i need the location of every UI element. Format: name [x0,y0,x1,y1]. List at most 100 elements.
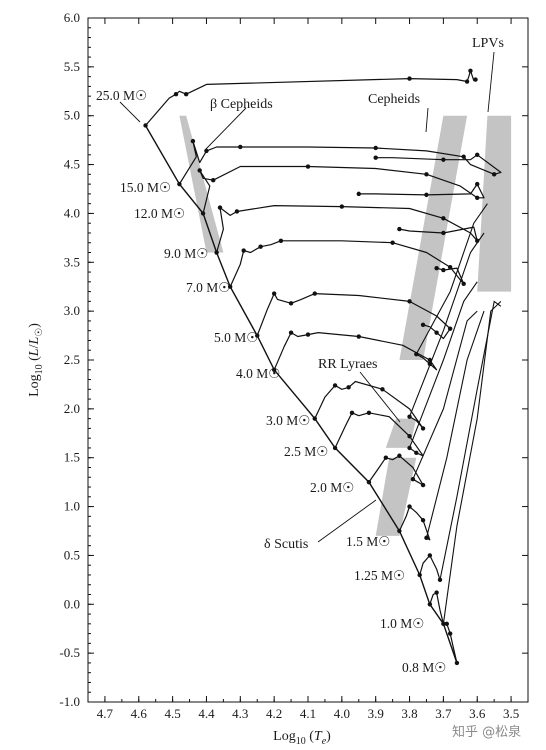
track-point [441,157,446,162]
y-tick-label: 5.0 [64,108,80,123]
y-tick-label: 5.5 [64,59,80,74]
track-point [214,250,219,255]
region-band-2 [477,115,512,292]
track-point [234,209,240,214]
track-point [258,244,263,249]
x-tick-label: 4.4 [198,706,215,721]
track-point [373,145,378,151]
track-point [473,77,478,82]
track-point [211,178,216,183]
x-tick-label: 4.1 [300,706,316,721]
mass-label-3: 12.0 M☉ [134,206,185,221]
track-point [204,148,209,154]
track-point [397,453,402,458]
track-point [441,267,446,273]
track-point [255,333,260,338]
y-tick-label: 1.0 [64,499,80,514]
track-point [447,264,453,270]
track-line-7 [314,380,424,429]
track-point [332,445,338,451]
x-tick-label: 4.5 [164,706,180,721]
track-point [441,230,446,236]
x-tick-label: 3.6 [469,706,486,721]
region-label-1: β Cepheids [210,97,273,112]
track-point [339,204,345,209]
giant-branch-line-4 [408,281,478,449]
track-point [407,434,412,439]
track-point [447,631,453,636]
track-point [227,284,233,289]
track-line-8 [334,412,424,457]
track-point [441,621,446,627]
track-point [332,383,338,388]
region-label-17: RR Lyraes [318,357,378,372]
track-point [305,164,311,169]
track-point [278,238,284,243]
track-point [383,455,389,460]
region-label-18: δ Scutis [264,537,308,552]
track-point [407,504,412,509]
track-point [444,621,449,627]
y-tick-label: -0.5 [59,645,80,660]
track-line-13 [446,623,458,664]
track-point [491,172,497,177]
track-point [349,410,355,415]
track-point [177,181,182,187]
track-point [417,572,422,578]
track-point [434,265,439,271]
track-point [241,248,246,253]
track-point [356,191,361,197]
y-tick-label: 0.0 [64,596,80,611]
track-point [461,154,466,159]
track-point [397,528,402,534]
giant-branch-line-5 [408,232,485,417]
track-point [173,92,179,97]
y-tick-label: 3.0 [64,303,80,318]
track-line-4 [229,240,465,287]
track-point [427,553,433,558]
x-tick-label: 4.0 [334,706,350,721]
track-point [414,450,419,456]
track-point [475,195,480,200]
track-point [420,322,426,328]
track-point [407,76,412,81]
region-band-3 [385,418,417,448]
track-point [346,385,351,390]
mass-label-6: 5.0 M☉ [214,330,258,345]
track-line-10 [398,506,431,541]
watermark: 知乎 @松泉 [452,724,521,740]
mass-label-4: 9.0 M☉ [164,246,208,261]
track-point [143,123,148,128]
track-point [190,138,196,144]
track-point [464,79,470,84]
track-point [424,172,429,177]
mass-label-9: 2.5 M☉ [284,444,328,459]
mass-label-5: 7.0 M☉ [186,280,230,295]
leader-line [119,101,141,123]
track-point [410,477,416,482]
track-point [197,168,202,173]
x-tick-label: 4.2 [266,706,282,721]
track-point [461,281,466,286]
track-point [434,590,439,595]
axes: 4.7 4.6 4.5 4.4 4.3 4.2 4.1 4.0 3.9 3.8 3.7 3.6 3.5 -… [59,10,529,721]
track-point [373,155,378,160]
x-tick-label: 4.3 [232,706,248,721]
mass-label-11: 1.5 M☉ [346,534,390,549]
region-label-16: LPVs [472,36,504,51]
track-point [420,518,426,523]
track-point [427,602,433,607]
region-label-15: Cepheids [368,92,420,107]
track-point [200,211,206,216]
track-point [454,660,460,666]
x-axis-label: Log10 (Te) [273,729,331,747]
track-point [420,482,426,488]
giant-branch-line-1 [439,300,502,581]
track-point [407,445,412,451]
y-tick-label: 4.0 [64,205,80,220]
leader-line [487,51,495,113]
x-tick-label: 3.7 [435,706,452,721]
giant-branch-line-3 [412,310,478,480]
mass-label-10: 2.0 M☉ [310,480,354,495]
track-point [424,192,429,198]
